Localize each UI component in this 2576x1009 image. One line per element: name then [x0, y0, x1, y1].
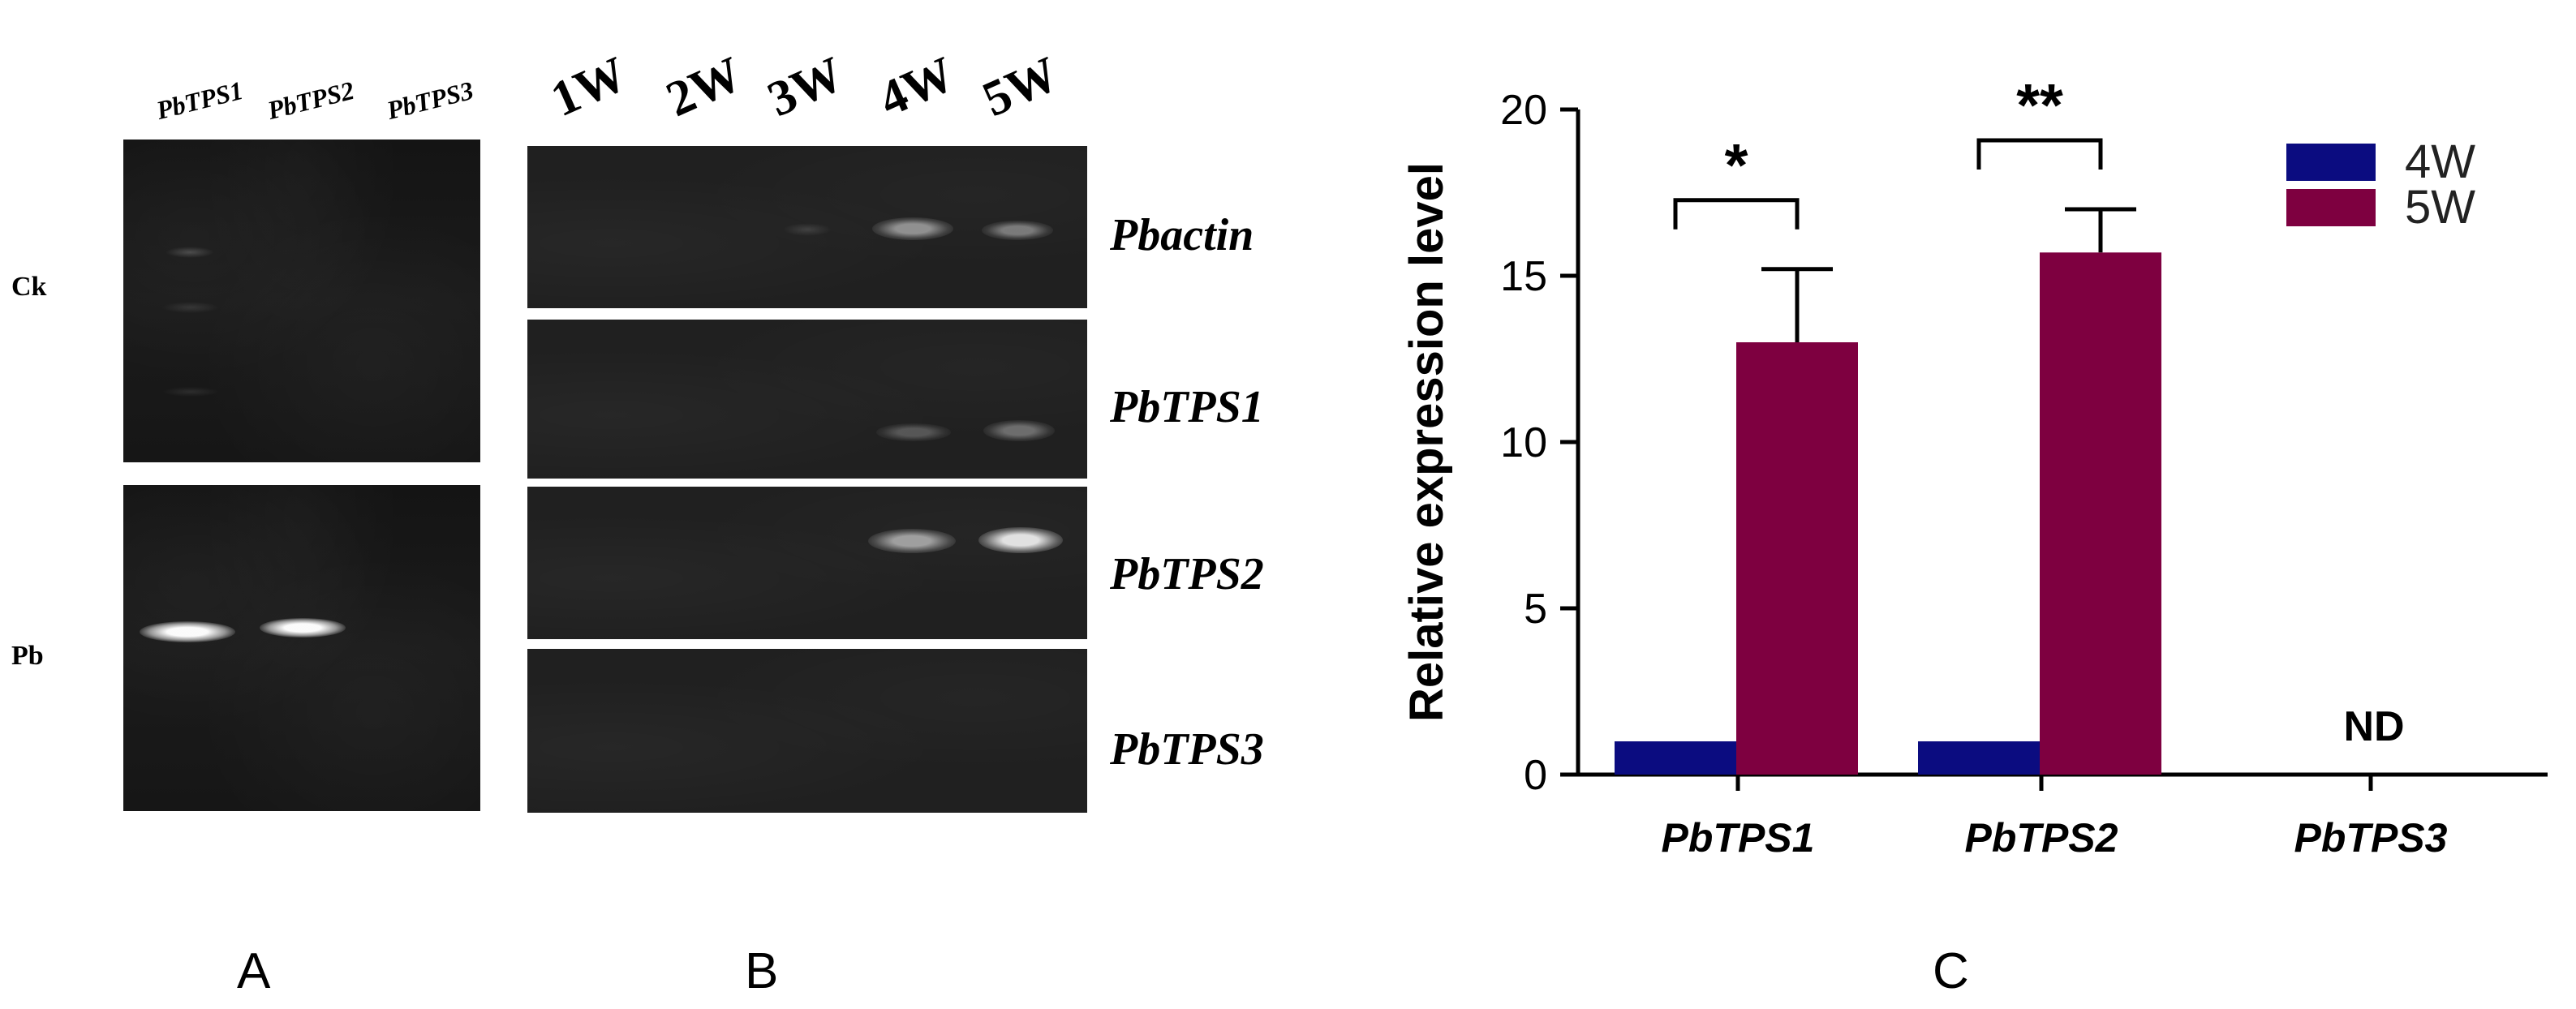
band-pbtps2-4w — [868, 529, 956, 553]
panel-letter-c: C — [1933, 943, 1969, 999]
bar-chart: 0 5 10 15 20 Relative expression level PbTPS1 *… — [1400, 71, 2548, 861]
lane-label-3w: 3W — [759, 46, 852, 128]
significance-bracket-pbtps1 — [1673, 198, 1800, 230]
lane-label-pbtps1: PbTPS1 — [153, 75, 246, 126]
lane-label-2w: 2W — [658, 46, 750, 128]
band-pbtps2-5w — [978, 527, 1063, 553]
band-ck-1 — [166, 247, 214, 258]
significance-mark-pbtps1: * — [1725, 131, 1748, 199]
significance-mark-pbtps2: ** — [2016, 71, 2063, 139]
panel-c: 0 5 10 15 20 Relative expression level PbTPS1 *… — [1379, 0, 2576, 1009]
y-tick-label-5: 5 — [1524, 586, 1547, 633]
gel-ck — [123, 140, 480, 462]
gene-label-pbtps1: PbTPS1 — [1110, 382, 1264, 432]
lane-label-5w: 5W — [974, 46, 1067, 128]
panel-letter-b: B — [745, 943, 779, 999]
lane-label-4w: 4W — [871, 46, 963, 128]
panel-letter-a: A — [237, 943, 271, 999]
band-pb-pbtps1 — [140, 621, 235, 642]
panel-b: 1W 2W 3W 4W 5W Pbactin PbTPS1 PbTPS2 PbT… — [519, 0, 1396, 1009]
gel-pbactin — [527, 146, 1087, 308]
y-tick-label-15: 15 — [1500, 253, 1547, 300]
bar-4w-pbtps1 — [1615, 741, 1736, 775]
legend-label-5w: 5W — [2405, 181, 2475, 234]
gel-pbtps1 — [527, 320, 1087, 479]
bar-4w-pbtps2 — [1918, 741, 2040, 775]
lane-label-pbtps3: PbTPS3 — [384, 75, 476, 126]
band-pb-pbtps2 — [260, 618, 346, 638]
y-tick-label-20: 20 — [1500, 87, 1547, 134]
legend-item-4w: 4W — [2286, 135, 2475, 189]
band-pbactin-3w — [783, 223, 832, 236]
legend-swatch-5w — [2286, 188, 2376, 226]
legend-item-5w: 5W — [2286, 180, 2475, 234]
band-ck-3 — [162, 387, 219, 397]
gene-label-pbtps3: PbTPS3 — [1110, 724, 1264, 775]
legend-label-4w: 4W — [2405, 135, 2475, 188]
row-label-ck: Ck — [11, 272, 47, 302]
band-ck-2 — [162, 302, 219, 313]
lane-label-1w: 1W — [543, 46, 635, 128]
band-pbtps1-5w — [983, 420, 1055, 441]
row-label-pb: Pb — [11, 641, 44, 671]
band-pbtps1-4w — [876, 423, 951, 441]
nd-annotation: ND — [2343, 703, 2404, 750]
x-tick-label-PbTPS1: PbTPS1 — [1662, 815, 1815, 861]
x-tick-label-PbTPS3: PbTPS3 — [2294, 815, 2448, 861]
bar-5w-pbtps1 — [1736, 342, 1858, 775]
y-tick-label-10: 10 — [1500, 419, 1547, 466]
bar-5w-pbtps2 — [2040, 252, 2161, 775]
y-tick-label-0: 0 — [1524, 752, 1547, 799]
gene-label-pbactin: Pbactin — [1110, 210, 1254, 260]
y-axis-label: Relative expression level — [1400, 162, 1453, 722]
gel-pb — [123, 485, 480, 811]
x-tick-label-PbTPS2: PbTPS2 — [1965, 815, 2118, 861]
panel-a: PbTPS1 PbTPS2 PbTPS3 Ck Pb A — [0, 0, 519, 1009]
band-pbactin-5w — [982, 221, 1053, 240]
band-pbactin-4w — [872, 217, 953, 240]
gel-pbtps2 — [527, 487, 1087, 639]
lane-label-pbtps2: PbTPS2 — [264, 75, 357, 126]
legend-swatch-4w — [2286, 143, 2376, 181]
significance-bracket-pbtps2 — [1976, 138, 2103, 170]
gene-label-pbtps2: PbTPS2 — [1110, 549, 1264, 599]
gel-pbtps3 — [527, 649, 1087, 813]
